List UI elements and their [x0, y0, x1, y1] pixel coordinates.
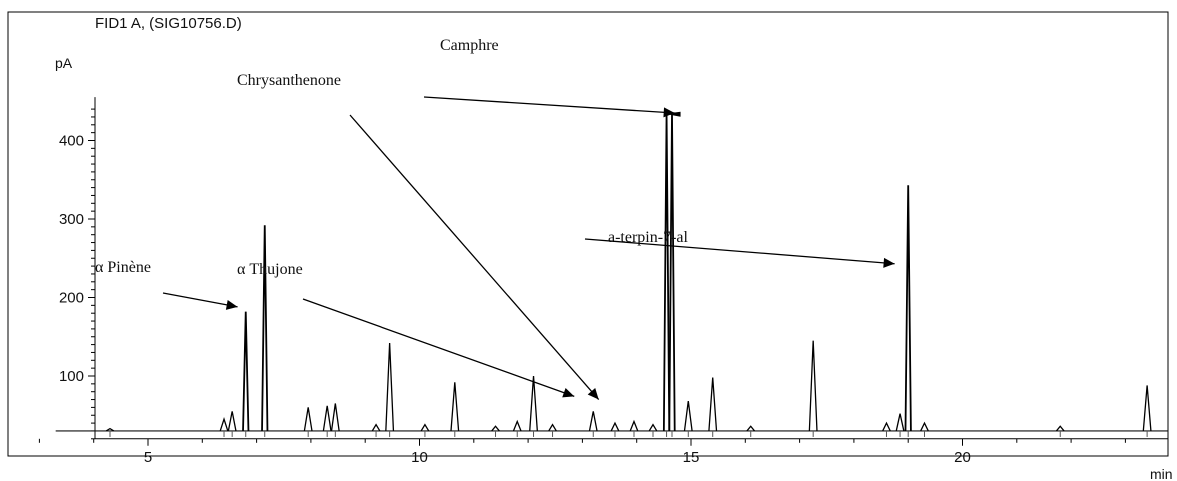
peak: [529, 375, 538, 431]
peak: [648, 423, 658, 432]
peak: [385, 343, 395, 431]
annotation-arrow-line: [162, 292, 238, 308]
peak: [588, 411, 598, 432]
peak: [303, 407, 313, 432]
peak: [450, 382, 460, 432]
x-tick-label: 15: [683, 449, 700, 466]
peak: [808, 340, 818, 431]
x-tick-label: 10: [411, 449, 428, 466]
peak: [420, 423, 430, 432]
annotation-arrowhead: [562, 387, 575, 398]
x-axis-label: min: [1150, 466, 1173, 481]
peak: [105, 427, 115, 432]
peak: [371, 423, 381, 432]
peak: [219, 417, 229, 432]
peak-cap: [664, 111, 681, 117]
peak: [1055, 425, 1065, 432]
peak: [882, 421, 891, 432]
x-tick-label: 5: [144, 449, 152, 466]
peak: [683, 401, 693, 432]
peak: [895, 413, 905, 432]
x-tick-label: 20: [954, 449, 971, 466]
annotation-arrowhead: [225, 299, 238, 310]
annotation-arrow-line: [423, 96, 675, 114]
peak: [491, 425, 500, 432]
peak: [1142, 385, 1152, 432]
plot-frame: [7, 11, 1169, 457]
peak: [512, 419, 522, 432]
peak-annotation-label: a-terpin-7-al: [608, 229, 689, 246]
peak: [330, 403, 340, 432]
annotation-arrowhead: [587, 387, 599, 400]
trace-layer: [55, 111, 1168, 437]
peak: [629, 419, 639, 432]
peak: [242, 311, 250, 431]
peak: [227, 411, 237, 432]
peak: [668, 113, 676, 431]
peak: [322, 405, 332, 432]
y-tick-label: 400: [59, 133, 84, 150]
y-tick-label: 200: [59, 290, 84, 307]
peak: [904, 185, 912, 431]
peak-annotation-label: Camphre: [440, 37, 499, 54]
peak-annotation-label: α Pinène: [95, 259, 151, 276]
y-axis-label: pA: [55, 55, 73, 71]
y-tick-label: 300: [59, 211, 84, 228]
y-tick-label: 100: [59, 368, 84, 385]
annotation-arrowhead: [883, 257, 895, 268]
peak: [548, 423, 557, 432]
peak: [610, 421, 620, 432]
peak-annotation-label: Chrysanthenone: [237, 72, 341, 89]
peak: [920, 421, 929, 432]
annotation-arrow-line: [302, 298, 575, 398]
annotation-arrow-line: [349, 114, 600, 400]
annotation-arrowhead: [663, 107, 675, 118]
peak: [662, 113, 671, 431]
peak: [708, 377, 718, 431]
peak: [261, 225, 269, 431]
axes: 100200300400510152025303540: [38, 97, 1168, 466]
chart-title: FID1 A, (SIG10756.D): [95, 15, 242, 32]
peak-annotation-label: α Thujone: [237, 261, 303, 278]
peak: [746, 425, 756, 432]
annotation-arrow-line: [584, 238, 895, 265]
annotation-layer: Camphre Chrysanthenone a-terpin-7-al α Pinè…: [95, 37, 895, 400]
